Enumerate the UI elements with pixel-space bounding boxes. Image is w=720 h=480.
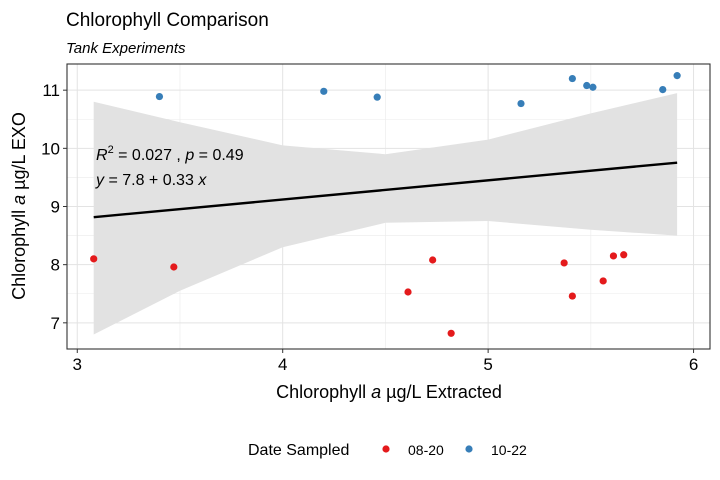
regression-line-layer: [93, 161, 678, 219]
y-tick-label: 7: [51, 314, 60, 333]
data-point-10-22: [673, 72, 681, 80]
data-point-08-20: [90, 255, 98, 263]
chart-subtitle: Tank Experiments: [66, 40, 186, 57]
data-point-10-22: [583, 81, 591, 90]
data-point-08-20: [404, 288, 412, 296]
data-points: [90, 72, 681, 337]
confidence-band-layer: [93, 93, 678, 335]
y-tick-label: 9: [51, 198, 60, 217]
y-axis-ticks: 7 8 9 10 11: [41, 81, 67, 333]
x-tick-label: 3: [73, 355, 82, 374]
data-point-10-22: [659, 85, 667, 94]
p-value: 0.49: [212, 147, 243, 164]
equation-rhs: 7.8 + 0.33: [122, 172, 194, 189]
y-tick-label: 10: [41, 139, 60, 158]
y-tick-label: 11: [42, 81, 60, 100]
data-point-08-20: [609, 252, 618, 260]
data-point-08-20: [170, 263, 178, 271]
data-point-08-20: [620, 251, 628, 259]
data-point-10-22: [517, 99, 525, 108]
stats-annotation: R2 = 0.027 , p = 0.49: [96, 144, 244, 164]
x-axis-ticks: 3 4 5 6: [73, 349, 698, 374]
regression-line: [93, 161, 678, 219]
x-tick-label: 4: [278, 355, 287, 374]
data-point-10-22: [589, 83, 597, 91]
legend: Date Sampled 08-20 10-22: [248, 442, 527, 459]
data-point-08-20: [429, 256, 437, 264]
legend-title: Date Sampled: [248, 442, 349, 459]
x-axis-title: Chlorophyll a µg/L Extracted: [276, 382, 502, 402]
data-point-08-20: [560, 259, 568, 267]
data-point-10-22: [373, 93, 381, 101]
data-point-10-22: [568, 74, 576, 83]
regression-equation: y = 7.8 + 0.33 x: [95, 172, 207, 189]
y-tick-label: 8: [51, 256, 60, 275]
chart-title: Chlorophyll Comparison: [66, 10, 269, 31]
x-tick-label: 6: [689, 355, 698, 374]
data-point-08-20: [568, 292, 576, 300]
y-axis-title: Chlorophyll a µg/L EXO: [9, 112, 29, 300]
legend-swatch-08-20: [382, 445, 390, 453]
r2-value: 0.027: [132, 147, 172, 164]
legend-label-10-22: 10-22: [491, 442, 527, 458]
x-tick-label: 5: [483, 355, 492, 374]
data-point-08-20: [599, 277, 607, 285]
data-point-08-20: [447, 329, 455, 337]
confidence-band: [93, 93, 678, 335]
data-point-10-22: [155, 92, 164, 101]
data-point-10-22: [320, 87, 328, 95]
legend-label-08-20: 08-20: [408, 442, 444, 458]
legend-swatch-10-22: [465, 445, 473, 453]
